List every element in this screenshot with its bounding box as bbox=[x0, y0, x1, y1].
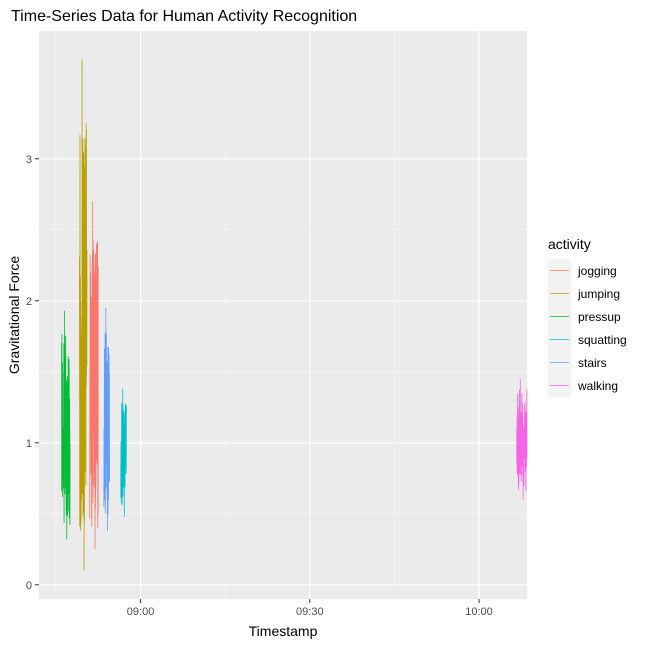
axis-ticks: 0 1 2 3 09:00 09:30 10:00 bbox=[26, 154, 493, 618]
legend-label-pressup: pressup bbox=[578, 310, 621, 324]
plot-panel bbox=[39, 31, 527, 599]
legend-label-stairs: stairs bbox=[578, 356, 607, 370]
x-tick-label: 09:30 bbox=[296, 606, 324, 618]
series-line-jumping bbox=[79, 59, 88, 571]
y-tick-label: 0 bbox=[26, 580, 32, 592]
x-axis-title: Timestamp bbox=[249, 623, 318, 639]
series-line-jogging bbox=[89, 201, 99, 550]
legend-label-jumping: jumping bbox=[577, 287, 620, 301]
legend-label-jogging: jogging bbox=[577, 264, 617, 278]
series-line-stairs bbox=[103, 307, 110, 531]
chart-title: Time-Series Data for Human Activity Reco… bbox=[11, 8, 357, 25]
y-tick-label: 3 bbox=[26, 154, 32, 166]
x-tick-label: 10:00 bbox=[465, 606, 493, 618]
legend-label-squatting: squatting bbox=[578, 333, 627, 347]
y-axis-title: Gravitational Force bbox=[6, 256, 22, 374]
series-line-walking bbox=[516, 378, 528, 500]
series-line-squatting bbox=[120, 388, 127, 517]
legend: activity jogging jumping pressup squatting s… bbox=[548, 236, 627, 397]
legend-label-walking: walking bbox=[577, 379, 618, 393]
series-layer bbox=[61, 59, 528, 571]
series-line-pressup bbox=[61, 310, 71, 540]
y-tick-label: 2 bbox=[26, 296, 32, 308]
x-tick-label: 09:00 bbox=[127, 606, 155, 618]
y-tick-label: 1 bbox=[26, 438, 32, 450]
grid-lines bbox=[39, 31, 527, 599]
legend-title: activity bbox=[548, 236, 591, 252]
